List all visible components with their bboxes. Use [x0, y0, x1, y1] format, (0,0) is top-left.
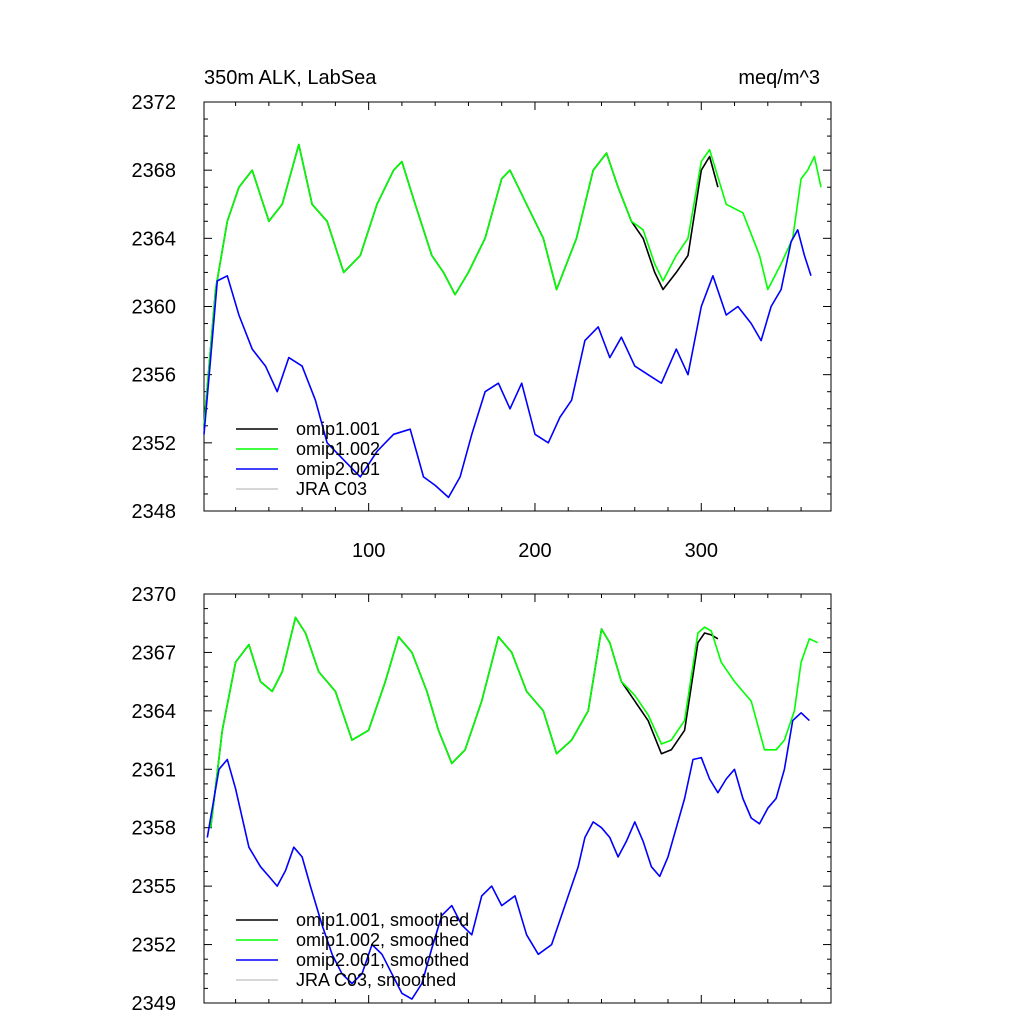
chart-units: meq/m^3 [738, 67, 820, 89]
legend-label: JRA C03, smoothed [296, 970, 456, 990]
ytick-label: 2358 [132, 818, 177, 840]
ytick-label: 2348 [132, 501, 177, 523]
ytick-label: 2370 [132, 584, 177, 606]
ytick-label: 2355 [132, 876, 177, 898]
legend-label: omip1.002, smoothed [296, 930, 469, 950]
series-line-omip1-002 [203, 143, 822, 426]
series-lines-top [203, 143, 822, 499]
legend-label: JRA C03 [296, 479, 367, 499]
ytick-label: 2352 [132, 433, 177, 455]
legend-label: omip1.002 [296, 439, 380, 459]
series-line-omip1-001-smoothed [209, 616, 719, 828]
xtick-label: 100 [352, 540, 385, 562]
ytick-label: 2349 [132, 993, 177, 1015]
legend-label: omip1.001 [296, 419, 380, 439]
ytick-label: 2364 [132, 701, 177, 723]
ytick-label: 2368 [132, 160, 177, 182]
series-line-omip1-002-smoothed [209, 616, 819, 828]
ytick-label: 2356 [132, 365, 177, 387]
ticks-bottom: 2349 2352 2355 2358 2361 2364 2367 2370 [132, 584, 831, 1015]
ytick-label: 2372 [132, 92, 177, 114]
ytick-label: 2361 [132, 759, 177, 781]
top-panel: 350m ALK, LabSea meq/m^3 2348 2352 2356 236… [132, 67, 832, 562]
series-line-omip2-001 [203, 229, 812, 499]
ytick-label: 2367 [132, 642, 177, 664]
legend-label: omip2.001 [296, 459, 380, 479]
ytick-label: 2352 [132, 935, 177, 957]
xtick-label: 300 [685, 540, 718, 562]
bottom-panel: 2349 2352 2355 2358 2361 2364 2367 2370 omip1.0… [132, 584, 832, 1015]
ytick-label: 2360 [132, 297, 177, 319]
legend-label: omip2.001, smoothed [296, 950, 469, 970]
series-line-omip2-001-smoothed [206, 711, 810, 1000]
ytick-label: 2364 [132, 228, 177, 250]
xtick-label: 200 [518, 540, 551, 562]
series-lines-bottom [206, 616, 819, 1000]
legend-label: omip1.001, smoothed [296, 910, 469, 930]
chart-title: 350m ALK, LabSea [204, 67, 377, 89]
ticks-top: 2348 2352 2356 2360 2364 2368 2372 100 200 300 [132, 92, 831, 562]
